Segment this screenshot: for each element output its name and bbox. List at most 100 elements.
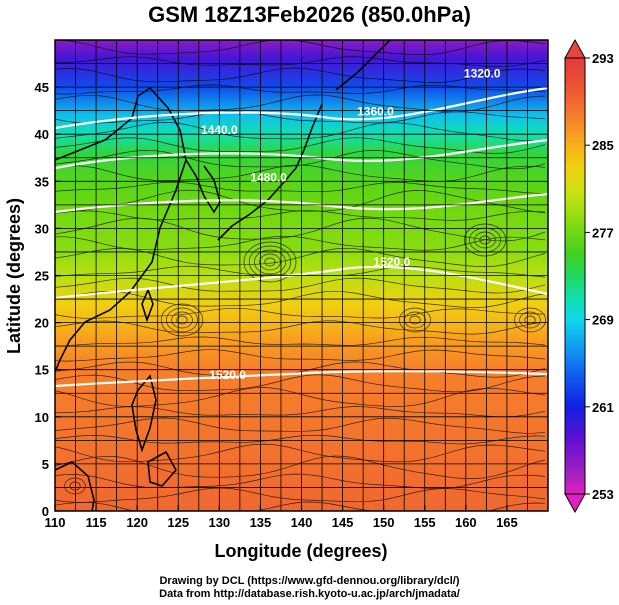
- y-axis: 0 5 10 15 20 25 30 35 40 45: [35, 80, 61, 519]
- streamline: [55, 290, 546, 308]
- credit-data-source: Data from http://database.rish.kyoto-u.a…: [159, 588, 460, 600]
- streamline: [55, 137, 546, 154]
- y-tick-label: 30: [35, 221, 49, 236]
- y-tick-label: 40: [35, 127, 49, 142]
- height-contour: [55, 370, 548, 388]
- colorbar-tick-label: 253: [592, 487, 614, 502]
- streamline: [55, 40, 546, 56]
- x-tick-label: 125: [167, 515, 189, 530]
- colorbar: 253 261 269 277 285 293: [564, 38, 614, 514]
- wind-streamlines: [55, 40, 546, 511]
- streamline: [55, 247, 546, 267]
- streamline: [55, 210, 546, 221]
- y-tick-label: 15: [35, 363, 49, 378]
- colorbar-tick-label: 285: [592, 138, 614, 153]
- streamline-eddy: [399, 307, 431, 333]
- streamline-eddy: [69, 481, 81, 491]
- streamline: [55, 320, 546, 335]
- x-tick-label: 165: [496, 515, 518, 530]
- x-tick-label: 160: [455, 515, 477, 530]
- streamline: [55, 361, 546, 378]
- streamline-eddy: [171, 311, 193, 329]
- y-tick-label: 35: [35, 174, 49, 189]
- colorbar-tick-label: 277: [592, 225, 614, 240]
- y-tick-label: 45: [35, 80, 49, 95]
- streamline-eddy: [409, 315, 421, 325]
- y-tick-label: 20: [35, 316, 49, 331]
- colorbar-tick-label: 293: [592, 51, 614, 66]
- x-tick-label: 145: [332, 515, 354, 530]
- streamline: [55, 455, 546, 479]
- x-tick-label: 115: [86, 515, 107, 530]
- streamline-eddy: [264, 257, 276, 267]
- y-axis-label: Latitude (degrees): [4, 198, 24, 354]
- colorbar-ticks: 253 261 269 277 285 293: [585, 51, 614, 502]
- y-tick-label: 25: [35, 269, 49, 284]
- streamline: [55, 387, 546, 407]
- colorbar-tick-label: 269: [592, 313, 614, 328]
- x-tick-label: 120: [126, 515, 148, 530]
- streamline-eddy: [160, 303, 204, 337]
- streamline: [55, 443, 546, 463]
- x-axis: 110 115 120 125 130 135 140 145 150 155 160 165: [45, 505, 518, 530]
- grid-lines: [55, 40, 548, 511]
- colorbar-bottom-arrow: [564, 493, 586, 514]
- streamline-eddy: [176, 315, 188, 325]
- height-contour: [55, 265, 548, 300]
- coastline-taiwan: [141, 287, 154, 323]
- contour-label: 1320.0: [464, 67, 501, 81]
- coastline-borneo: [55, 461, 95, 511]
- colorbar-body: [564, 57, 586, 495]
- streamline: [55, 110, 546, 124]
- streamline: [55, 67, 546, 83]
- colorbar-tick-label: 261: [592, 400, 614, 415]
- streamline: [55, 217, 546, 242]
- streamline: [55, 349, 546, 362]
- coastline-mindanao: [147, 450, 177, 487]
- streamline: [55, 501, 546, 511]
- streamline-eddy: [514, 307, 546, 333]
- streamline: [55, 336, 546, 347]
- streamline-eddy: [166, 307, 198, 333]
- x-tick-label: 110: [45, 515, 66, 530]
- x-tick-label: 150: [373, 515, 395, 530]
- height-contour: [55, 86, 548, 130]
- x-tick-label: 140: [291, 515, 313, 530]
- streamline: [55, 277, 546, 294]
- streamline: [55, 164, 546, 182]
- contour-label: 1520.0: [374, 255, 411, 269]
- streamline-eddy: [479, 235, 491, 245]
- x-tick-label: 130: [208, 515, 230, 530]
- contour-label: 1480.0: [250, 170, 287, 184]
- streamline-eddy: [243, 241, 297, 283]
- coastline-korea: [185, 159, 221, 214]
- height-contour: [55, 192, 548, 214]
- contour-label: 1360.0: [357, 104, 394, 118]
- streamline: [55, 406, 546, 418]
- y-tick-label: 10: [35, 410, 49, 425]
- streamline: [55, 122, 546, 142]
- streamline-eddy: [259, 253, 281, 271]
- streamline: [55, 181, 546, 194]
- streamline: [55, 307, 546, 319]
- colorbar-top-arrow: [564, 38, 586, 59]
- credit-dcl: Drawing by DCL (https://www.gfd-dennou.o…: [159, 575, 460, 587]
- streamline-eddy: [463, 223, 507, 257]
- y-tick-label: 0: [42, 504, 49, 519]
- streamline: [55, 94, 546, 113]
- x-tick-label: 155: [414, 515, 436, 530]
- contour-label: 1520.0: [209, 368, 246, 382]
- streamline-eddy: [524, 315, 536, 325]
- coastline-japan: [217, 103, 323, 241]
- y-tick-label: 5: [42, 457, 49, 472]
- streamline-eddy: [519, 311, 541, 329]
- streamline-eddy: [254, 249, 286, 275]
- streamline: [55, 487, 546, 503]
- streamline-eddy: [474, 231, 496, 249]
- streamline: [55, 84, 546, 95]
- x-tick-label: 135: [250, 515, 272, 530]
- streamline: [55, 473, 546, 489]
- x-axis-label: Longitude (degrees): [214, 541, 387, 561]
- streamline-eddy: [64, 477, 86, 495]
